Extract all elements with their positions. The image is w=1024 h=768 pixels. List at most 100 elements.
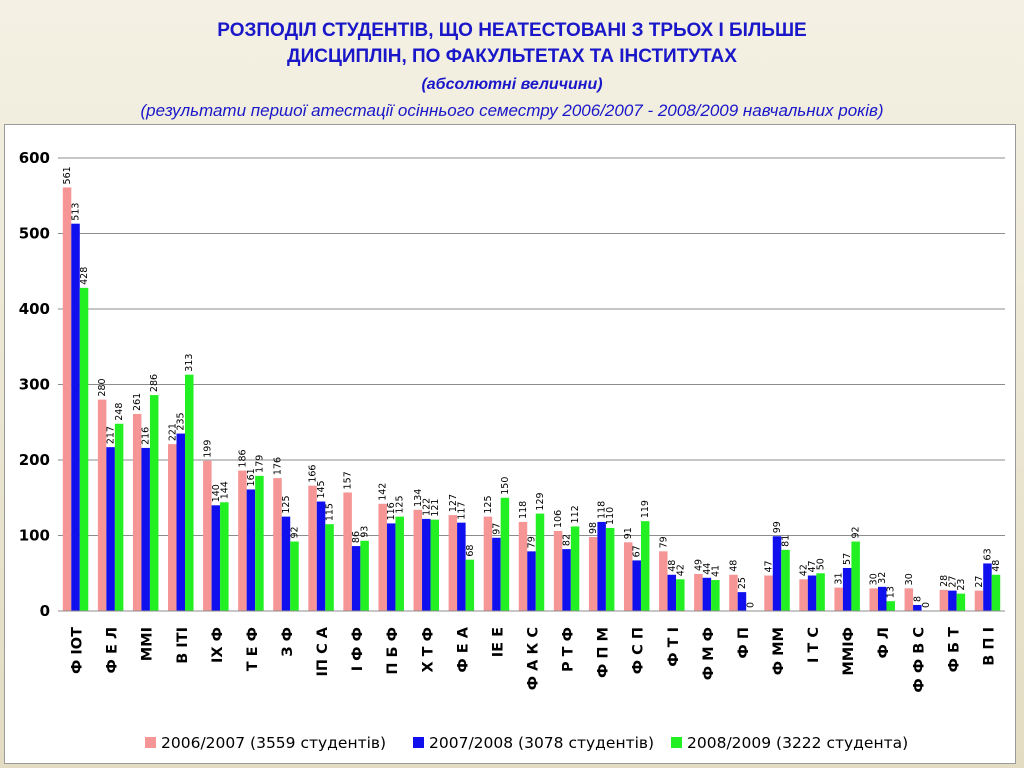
x-tick-label: ММІФ: [841, 627, 857, 676]
data-label: 42: [799, 564, 810, 576]
bar-series-1: [238, 470, 247, 611]
data-label: 118: [597, 501, 608, 519]
data-label: 150: [500, 477, 511, 495]
bar-series-3: [711, 580, 720, 611]
bar-series-2: [597, 521, 606, 611]
data-label: 142: [378, 483, 389, 501]
data-label: 176: [272, 457, 283, 475]
data-label: 561: [62, 166, 73, 184]
data-label: 93: [360, 526, 371, 538]
data-label: 48: [728, 560, 739, 572]
x-tick-label: Ф Т І: [666, 627, 682, 667]
data-label: 121: [430, 499, 441, 517]
data-label: 92: [851, 526, 862, 538]
data-label: 47: [764, 560, 775, 572]
legend-label: 2008/2009 (3222 студента): [687, 734, 908, 752]
legend-label: 2007/2008 (3078 студентів): [429, 734, 654, 752]
chart-subtitle-units: (абсолютні величини): [421, 76, 603, 93]
bar-series-2: [772, 536, 782, 611]
legend-label: 2006/2007 (3559 студентів): [161, 734, 386, 752]
y-tick-label: 200: [19, 451, 50, 469]
x-tick-label: ММІ: [140, 627, 156, 661]
bar-series-1: [834, 587, 843, 611]
data-label: 286: [149, 374, 160, 392]
bar-series-2: [246, 489, 256, 611]
bar-series-1: [483, 516, 493, 611]
data-label: 140: [211, 484, 222, 502]
data-label: 82: [562, 534, 573, 546]
data-label: 216: [141, 427, 152, 445]
data-label: 513: [71, 203, 82, 221]
x-tick-label: Ф ІОТ: [70, 627, 86, 674]
bar-series-2: [877, 586, 887, 611]
data-label: 30: [904, 573, 915, 585]
x-tick-label: П Б Ф: [385, 627, 401, 675]
data-label: 47: [807, 560, 818, 572]
data-label: 97: [491, 523, 502, 535]
data-label: 48: [667, 560, 678, 572]
data-label: 122: [421, 498, 432, 516]
bar-series-3: [816, 573, 825, 611]
x-tick-label: І Т С: [806, 627, 822, 663]
bar-series-2: [316, 501, 326, 611]
bar-series-3: [605, 527, 615, 611]
y-tick-label: 400: [19, 300, 50, 318]
bar-series-2: [457, 522, 466, 611]
data-label: 217: [106, 426, 117, 444]
data-label: 98: [588, 522, 599, 534]
data-label: 110: [605, 507, 616, 525]
x-tick-label: ІЕ Е: [490, 627, 506, 657]
x-tick-label: І Ф Ф: [350, 627, 366, 671]
x-tick-label: ІХ Ф: [210, 627, 226, 663]
bar-series-2: [106, 447, 115, 611]
bar-series-1: [729, 574, 738, 611]
bar-series-3: [325, 524, 334, 611]
data-label: 0: [921, 602, 932, 608]
x-tick-label: Ф П: [736, 627, 752, 659]
bar-series-2: [211, 505, 221, 611]
x-tick-label: Р Т Ф: [561, 627, 577, 672]
data-label: 115: [325, 503, 336, 521]
bar-series-2: [702, 577, 712, 611]
bar-series-1: [132, 413, 142, 611]
data-label: 31: [834, 573, 845, 585]
y-tick-label: 300: [19, 376, 50, 394]
data-label: 157: [343, 471, 354, 489]
data-label: 428: [79, 267, 90, 285]
data-label: 68: [465, 545, 476, 557]
x-tick-label: Ф П М: [596, 627, 612, 678]
data-label: 79: [527, 536, 538, 548]
bar-series-3: [79, 287, 89, 611]
y-tick-label: 0: [40, 602, 50, 620]
bar-series-1: [553, 530, 563, 611]
x-tick-label: Ф М Ф: [701, 627, 717, 680]
x-tick-label: Ф Ф В С: [911, 627, 927, 693]
bar-series-1: [869, 588, 878, 611]
bar-series-2: [667, 574, 677, 611]
bar-series-3: [149, 395, 159, 611]
x-tick-label: Ф А К С: [526, 627, 542, 690]
data-label: 27: [974, 576, 985, 588]
data-label: 27: [947, 576, 958, 588]
bar-series-3: [851, 541, 860, 611]
legend-swatch: [671, 737, 682, 748]
x-tick-label: В ІТІ: [175, 627, 191, 664]
data-label: 50: [816, 558, 827, 570]
x-tick-label: Ф Б Т: [946, 627, 962, 673]
bar-series-1: [659, 551, 668, 611]
bar-series-3: [781, 549, 790, 611]
data-label: 44: [702, 563, 713, 575]
bar-series-1: [413, 509, 423, 611]
bar-series-2: [562, 549, 571, 611]
y-tick-label: 600: [19, 149, 50, 167]
bar-series-3: [535, 513, 545, 611]
data-label: 92: [289, 526, 300, 538]
data-label: 199: [202, 440, 213, 458]
bar-series-3: [570, 526, 580, 611]
data-label: 235: [176, 412, 187, 430]
bar-series-3: [886, 601, 895, 611]
x-tick-label: В П І: [981, 627, 997, 666]
data-label: 280: [97, 378, 108, 396]
bar-series-1: [764, 575, 773, 611]
